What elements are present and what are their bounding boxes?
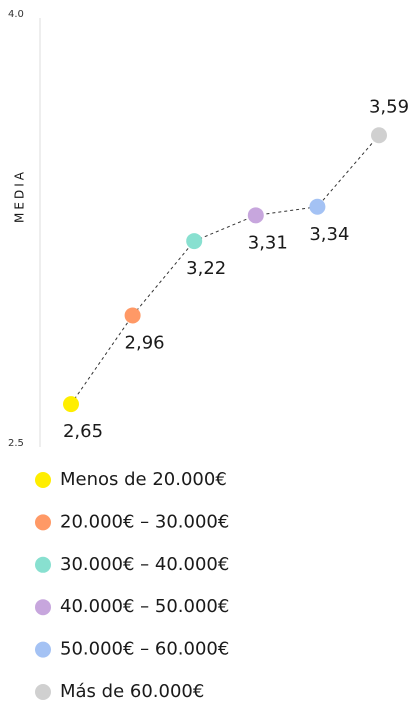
point: [247, 207, 264, 224]
value-label: 3,34: [309, 224, 349, 245]
point: [63, 396, 79, 413]
legend-label: 40.000€ – 50.000€: [60, 596, 229, 617]
legend-swatch: [35, 641, 51, 658]
legend-swatch: [35, 599, 51, 616]
legend-label: 50.000€ – 60.000€: [60, 639, 229, 660]
legend-label: Más de 60.000€: [60, 681, 204, 702]
value-label: 3,59: [369, 96, 409, 117]
legend-label: 30.000€ – 40.000€: [60, 554, 229, 575]
value-label: 2,65: [63, 421, 103, 442]
point: [309, 198, 326, 215]
line: [70, 134, 380, 405]
legend-swatch: [35, 556, 51, 573]
legend-swatch: [35, 472, 51, 488]
point: [124, 307, 141, 324]
y-axis-label: MEDIA: [13, 169, 27, 223]
point: [186, 233, 203, 250]
value-label: 3,22: [186, 258, 226, 279]
value-label: 2,96: [125, 332, 165, 353]
y-tick-label: 2.5: [8, 438, 24, 449]
y-tick-label: 4.0: [8, 9, 24, 20]
legend-label: Menos de 20.000€: [60, 469, 227, 490]
point: [371, 127, 387, 144]
value-label: 3,31: [248, 232, 288, 253]
legend-swatch: [35, 514, 51, 531]
legend-label: 20.000€ – 30.000€: [60, 511, 229, 532]
legend-swatch: [35, 684, 51, 700]
